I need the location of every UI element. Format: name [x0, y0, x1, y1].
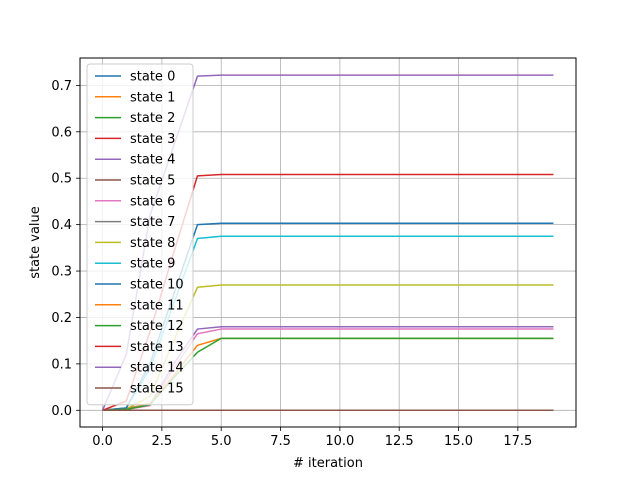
legend-entry: state 9 [130, 257, 175, 272]
y-tick-label: 0.7 [51, 79, 72, 94]
plot-frame [79, 57, 577, 428]
legend-entry: state 3 [130, 132, 175, 147]
legend-entry: state 5 [130, 174, 175, 189]
x-tick-label: 10.0 [325, 434, 354, 449]
x-tick-label: 2.5 [152, 434, 173, 449]
legend-entry: state 12 [130, 319, 184, 334]
y-axis-label: state value [28, 206, 43, 279]
y-tick-label: 0.6 [51, 125, 72, 140]
x-tick-label: 15.0 [444, 434, 473, 449]
legend-entry: state 10 [130, 278, 184, 293]
legend-box [86, 63, 194, 406]
y-tick-label: 0.4 [51, 218, 72, 233]
y-tick-label: 0.0 [51, 404, 72, 419]
y-tick-label: 0.2 [51, 311, 72, 326]
legend-entry: state 14 [130, 361, 184, 376]
legend-entry: state 8 [130, 236, 175, 251]
y-tick-label: 0.5 [51, 172, 72, 187]
legend-entry: state 15 [130, 382, 184, 397]
x-tick-label: 17.5 [503, 434, 532, 449]
legend: state 0 state 1 state 2 state 3 state 4 state… [86, 63, 194, 406]
x-axis-label: # iteration [293, 456, 363, 471]
x-tick-label: 12.5 [385, 434, 414, 449]
x-tick-label: 5.0 [211, 434, 232, 449]
legend-entry: state 11 [130, 298, 184, 313]
legend-entry: state 6 [130, 194, 175, 209]
x-tick-label: 7.5 [270, 434, 291, 449]
y-tick-label: 0.3 [51, 265, 72, 280]
y-tick-label: 0.1 [51, 357, 72, 372]
legend-entry: state 13 [130, 340, 184, 355]
legend-entry: state 2 [130, 111, 175, 126]
legend-entry: state 1 [130, 90, 175, 105]
axis-ticks: 0.0 2.5 5.0 7.5 10.0 12.5 15.0 17.5 0.0 0.1 0.2 0.3… [51, 79, 532, 449]
legend-entry: state 4 [130, 153, 175, 168]
legend-entry: state 0 [130, 70, 175, 85]
legend-entry: state 7 [130, 215, 175, 230]
x-tick-label: 0.0 [92, 434, 113, 449]
